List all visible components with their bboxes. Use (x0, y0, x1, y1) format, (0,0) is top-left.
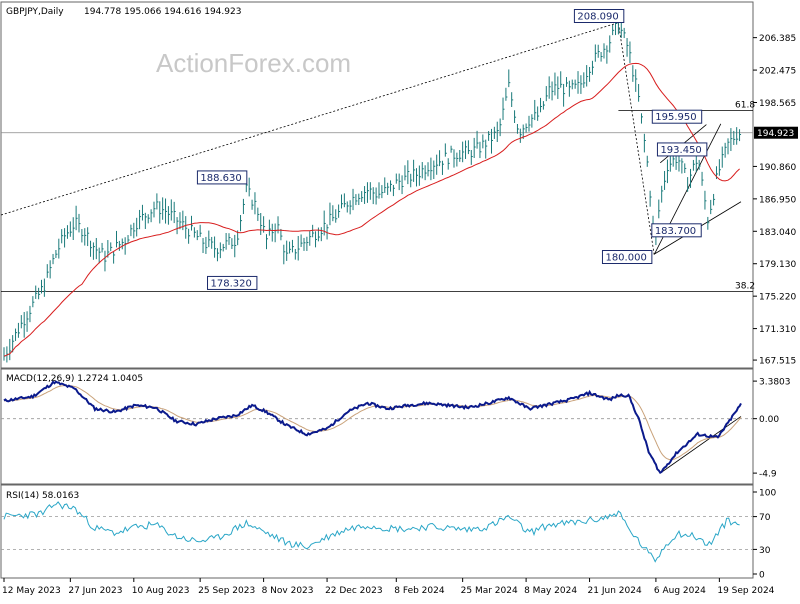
price-tick-label: 186.950 (759, 195, 796, 205)
price-pane-frame (0, 1, 754, 369)
date-tick-label: 12 May 2023 (2, 586, 61, 596)
annotation-text: 183.700 (655, 226, 696, 237)
macd-label: MACD(12,26,9) 1.2724 1.0405 (6, 374, 143, 384)
annotation-text: 180.000 (605, 253, 646, 264)
price-tick-label: 183.040 (759, 228, 796, 238)
price-tick-label: 190.860 (759, 163, 796, 173)
macd-series (3, 380, 742, 475)
price-annotation-193-450: 193.450 (656, 142, 708, 157)
annotation-text: 188.630 (200, 173, 241, 184)
annotation-text: 193.450 (660, 145, 701, 156)
rsi-tick-label: 70 (759, 513, 771, 523)
price-tick-label: 167.515 (759, 357, 796, 367)
current-price-box (754, 126, 798, 139)
y-axis-ticks: 206.385 202.475 198.565 194.923 190.860 186.9… (753, 34, 798, 581)
date-tick-label: 27 Jun 2023 (68, 586, 122, 596)
annotation-box (651, 223, 702, 238)
date-tick-label: 19 Sep 2024 (717, 586, 774, 596)
grid-lines (1, 132, 753, 550)
rsi-tick-label: 30 (759, 546, 771, 556)
price-annotation-195-950: 195.950 (651, 109, 703, 124)
annotation-text: 195.950 (655, 112, 696, 123)
price-annotations: 208.090 188.630 178.320 195.950 193.450 183.7… (196, 9, 708, 290)
price-annotation-183-700: 183.700 (651, 223, 702, 238)
date-tick-label: 6 Aug 2024 (654, 586, 706, 596)
date-tick-label: 8 May 2024 (524, 586, 577, 596)
annotation-text: 208.090 (577, 12, 618, 23)
rsi-label: RSI(14) 58.0163 (6, 491, 79, 501)
rsi-tick-label: 0 (759, 571, 765, 581)
annotation-box (601, 250, 653, 265)
annotation-box (573, 9, 625, 24)
price-series (3, 19, 742, 363)
macd-tick-label: 0.00 (759, 415, 779, 425)
moving-average-line (3, 62, 740, 357)
date-tick-label: 21 Jun 2024 (588, 586, 642, 596)
current-price-tick: 194.923 (757, 129, 794, 139)
annotation-box (651, 109, 703, 124)
watermark: ActionForex.com (156, 48, 351, 78)
date-tick-label: 25 Mar 2024 (461, 586, 518, 596)
symbol-label: GBPJPY,Daily (6, 7, 64, 17)
macd-tick-label: -4.9 (759, 470, 777, 480)
price-annotation-188-630: 188.630 (196, 170, 248, 185)
macd-main-line (3, 380, 742, 475)
price-tick-label: 171.310 (759, 325, 796, 335)
ohlc-label: 194.778 195.066 194.616 194.923 (84, 7, 241, 17)
rsi-series (3, 501, 740, 563)
price-tick-label: 206.385 (759, 34, 796, 44)
price-annotation-208-090: 208.090 (573, 9, 625, 24)
price-tick-label: 202.475 (759, 67, 796, 77)
price-tick-label: 198.565 (759, 99, 796, 109)
date-tick-label: 8 Feb 2024 (394, 586, 445, 596)
rsi-line (3, 501, 740, 563)
fib-label: 38.2 (735, 281, 755, 291)
price-annotation-180-000: 180.000 (601, 250, 653, 265)
price-tick-label: 175.220 (759, 293, 796, 303)
macd-pane-frame (0, 368, 754, 485)
date-tick-label: 8 Nov 2023 (262, 586, 314, 596)
rsi-pane-frame (0, 484, 754, 579)
date-tick-label: 25 Sep 2023 (198, 586, 255, 596)
annotation-box (196, 170, 248, 185)
annotation-box (656, 142, 708, 157)
rsi-tick-label: 100 (759, 489, 776, 499)
date-tick-label: 22 Dec 2023 (325, 586, 383, 596)
price-annotation-178-320: 178.320 (207, 275, 258, 290)
macd-trend-line (660, 416, 742, 474)
price-tick-label: 179.130 (759, 260, 796, 270)
fib-label: 61.8 (735, 101, 755, 111)
date-tick-label: 10 Aug 2023 (132, 586, 190, 596)
macd-tick-label: 3.3803 (759, 378, 791, 388)
annotation-box (207, 275, 258, 290)
x-axis-ticks: 12 May 2023 27 Jun 2023 10 Aug 2023 25 Sep … (2, 578, 775, 596)
drop-projection-line (618, 23, 655, 257)
annotation-text: 178.320 (211, 278, 252, 289)
